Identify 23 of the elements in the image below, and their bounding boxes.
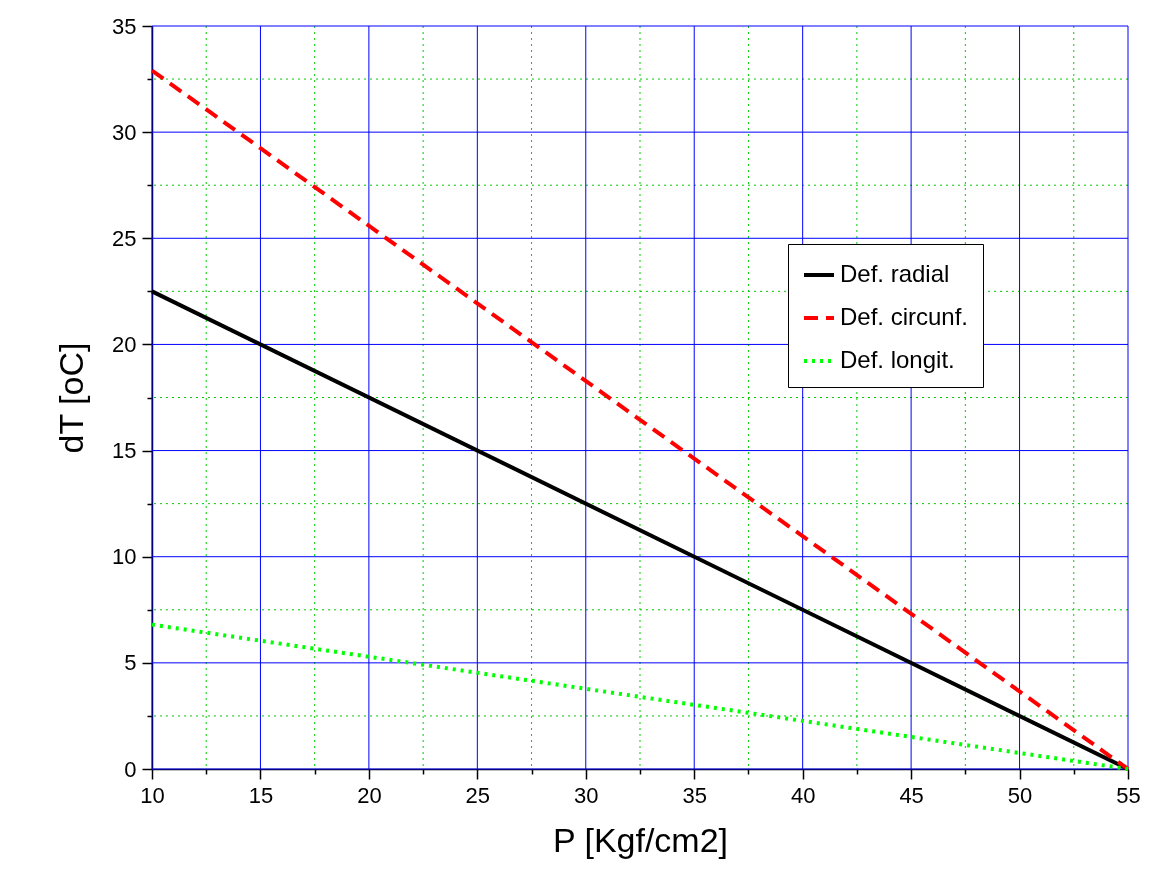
y-tick-label: 30	[112, 119, 137, 145]
y-tick-label: 25	[112, 225, 137, 251]
y-tick-label: 35	[112, 13, 137, 39]
y-tick-label: 10	[112, 544, 137, 570]
x-tick-label: 20	[357, 782, 382, 808]
x-tick-label: 15	[248, 782, 274, 808]
x-tick-label: 10	[140, 782, 165, 808]
y-axis-title: dT [oC]	[52, 342, 91, 454]
x-tick-label: 40	[790, 782, 816, 808]
x-tick-label: 45	[899, 782, 924, 808]
x-tick-label: 25	[465, 782, 491, 808]
x-tick-label: 30	[574, 782, 599, 808]
x-axis-title: P [Kgf/cm2]	[552, 820, 729, 859]
y-tick-label: 5	[124, 650, 137, 676]
x-tick-label: 35	[682, 782, 707, 808]
y-tick-label: 20	[112, 331, 137, 357]
x-tick-label: 50	[1007, 782, 1033, 808]
x-tick-label: 55	[1116, 782, 1141, 808]
legend-label: Def. radial	[840, 260, 950, 287]
legend-label: Def. circunf.	[840, 303, 969, 330]
legend-label: Def. longit.	[840, 346, 955, 373]
y-tick-label: 15	[112, 438, 137, 464]
y-tick-label: 0	[124, 756, 137, 782]
